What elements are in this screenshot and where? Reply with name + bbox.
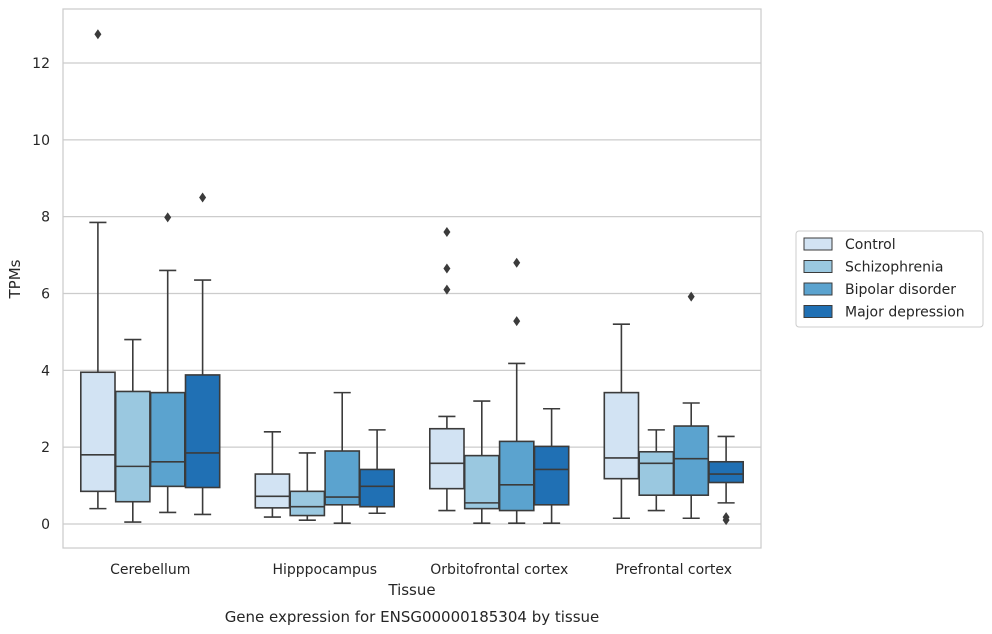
box-groups xyxy=(79,29,745,526)
iqr-box xyxy=(673,425,710,496)
box-major-depression xyxy=(184,192,221,516)
outlier-point xyxy=(513,316,521,327)
outlier-point xyxy=(443,284,451,295)
x-tick-label: Prefrontal cortex xyxy=(615,562,732,578)
box-schizophrenia xyxy=(114,338,151,523)
box-bipolar-disorder xyxy=(149,212,186,514)
y-tick-labels: 0 2 4 6 8 10 12 xyxy=(32,56,50,533)
box-schizophrenia xyxy=(289,452,326,521)
iqr-box xyxy=(603,391,640,480)
chart-caption: Gene expression for ENSG00000185304 by t… xyxy=(225,608,600,626)
outlier-point xyxy=(94,29,102,40)
legend-swatch xyxy=(803,237,833,251)
box-control xyxy=(603,323,640,520)
outlier-point xyxy=(199,192,207,203)
iqr-box xyxy=(254,473,291,509)
iqr-box xyxy=(428,427,465,490)
iqr-box xyxy=(184,374,221,489)
y-tick-label: 6 xyxy=(41,287,50,303)
outlier-point xyxy=(722,512,730,523)
outlier-point xyxy=(443,227,451,238)
box-bipolar-disorder xyxy=(324,391,361,525)
x-tick-label: Orbitofrontal cortex xyxy=(430,562,568,578)
iqr-box xyxy=(359,468,396,508)
box-major-depression xyxy=(708,435,745,526)
x-axis-label: Tissue xyxy=(387,581,435,599)
box-major-depression xyxy=(359,429,396,515)
x-tick-label: Hipppocampus xyxy=(272,562,377,578)
legend-label: Schizophrenia xyxy=(845,260,943,276)
legend-label: Major depression xyxy=(845,305,965,321)
box-control xyxy=(254,430,291,518)
box-bipolar-disorder xyxy=(673,291,710,520)
legend-swatch xyxy=(803,260,833,273)
iqr-box xyxy=(289,490,326,517)
iqr-box xyxy=(638,450,675,496)
outlier-point xyxy=(513,257,521,268)
box-major-depression xyxy=(533,407,570,525)
legend-swatch xyxy=(803,282,833,296)
legend-frame xyxy=(795,230,984,328)
box-control xyxy=(428,227,465,512)
y-axis-label: TPMs xyxy=(6,259,24,299)
outlier-point xyxy=(443,263,451,274)
y-tick-label: 0 xyxy=(41,517,50,533)
box-bipolar-disorder xyxy=(498,257,535,525)
x-tick-labels: Cerebellum Hipppocampus Orbitofrontal cort… xyxy=(110,562,732,578)
plot-frame xyxy=(62,8,762,549)
y-tick-label: 2 xyxy=(41,440,50,456)
outlier-point xyxy=(687,291,695,302)
legend: Control Schizophrenia Bipolar disorder Majo… xyxy=(795,230,984,328)
iqr-box xyxy=(463,454,500,510)
box-schizophrenia xyxy=(463,400,500,525)
y-tick-label: 8 xyxy=(41,210,50,226)
legend-label: Control xyxy=(845,237,896,253)
box-control xyxy=(79,29,116,510)
iqr-box xyxy=(149,391,186,488)
x-tick-label: Cerebellum xyxy=(110,562,190,578)
y-tick-label: 4 xyxy=(41,363,50,379)
legend-label: Bipolar disorder xyxy=(845,282,956,298)
iqr-box xyxy=(708,460,745,484)
y-tick-label: 12 xyxy=(32,56,50,72)
legend-swatch xyxy=(803,305,833,318)
iqr-box xyxy=(79,371,116,493)
outlier-point xyxy=(164,212,172,223)
y-tick-label: 10 xyxy=(32,133,50,149)
iqr-box xyxy=(498,440,535,512)
iqr-box xyxy=(533,445,570,506)
box-schizophrenia xyxy=(638,429,675,512)
iqr-box xyxy=(114,390,151,503)
